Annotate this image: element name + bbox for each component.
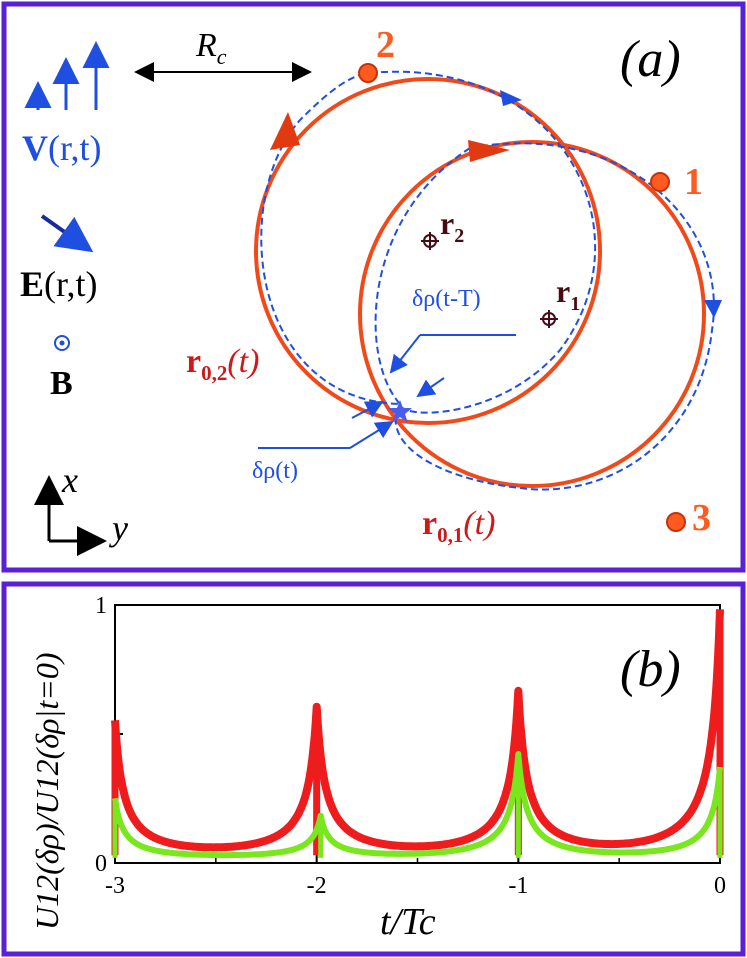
point-1 (650, 172, 670, 192)
drho-t-label: δρ(t) (252, 458, 298, 484)
panel-a-label: (a) (620, 31, 681, 88)
b-field-label: B (50, 365, 73, 402)
orbit-1-label: r0,1(t) (422, 505, 495, 547)
chart: -3 -2 -1 0 0 1 (95, 593, 726, 899)
orbit-2-label: r0,2(t) (186, 343, 259, 385)
x-tick-label: -3 (105, 873, 125, 899)
orbit-2-direction-arrow (270, 112, 300, 150)
point-3-label: 3 (692, 497, 711, 539)
point-3 (666, 512, 686, 532)
panel-b-label: (b) (620, 641, 681, 698)
orbit-2-circle (254, 77, 602, 425)
r1-marker (540, 310, 558, 328)
x-tick-label: -1 (508, 873, 528, 899)
series-line-2 (112, 751, 723, 859)
point-1-label: 1 (684, 161, 703, 203)
intersection-star-icon (388, 400, 412, 423)
point-2 (358, 63, 378, 83)
axis-y-label: y (109, 508, 128, 548)
dashed-direction-arrow-right (704, 300, 722, 318)
axes-icon (34, 475, 107, 556)
velocity-arrows-icon (24, 41, 110, 110)
chart-xlabel: t/Tc (380, 901, 436, 943)
x-tick-label: 0 (714, 873, 726, 899)
drho-outer-arrow (351, 401, 384, 419)
drho-inner-arrow (416, 377, 445, 398)
axis-x-label: x (61, 460, 78, 500)
chart-plot-area (114, 604, 721, 864)
e-field-arrow-icon (40, 214, 94, 253)
y-tick-label: 1 (95, 593, 107, 619)
b-field-out-of-page-icon (54, 335, 70, 351)
orbit-1-circle (358, 140, 706, 488)
orbit-1-direction-arrow (468, 140, 510, 162)
dashed-orbit-1 (374, 142, 715, 491)
drho-tT-pointer (389, 334, 421, 374)
r2-label: r2 (440, 205, 464, 247)
e-field-label: E(r,t) (20, 264, 98, 304)
velocity-label: V(r,t) (22, 128, 102, 168)
y-tick-label: 0 (95, 851, 107, 877)
r2-marker (421, 232, 439, 250)
panel-b-frame (1, 581, 746, 957)
point-2-label: 2 (376, 24, 395, 66)
rc-label: Rc (195, 27, 227, 69)
chart-ylabel: U12(δρ)/U12(δρ|t=0) (29, 653, 65, 930)
dashed-direction-arrow-top (500, 90, 522, 106)
chart-series (111, 609, 724, 859)
x-tick-label: -2 (307, 873, 327, 899)
drho-t-pointer (349, 420, 394, 449)
series-line-1 (111, 609, 724, 852)
dashed-orbit-2 (260, 70, 596, 414)
r1-label: r1 (556, 273, 580, 315)
drho-tT-label: δρ(t-T) (412, 286, 481, 312)
panel-a-frame (1, 1, 746, 573)
